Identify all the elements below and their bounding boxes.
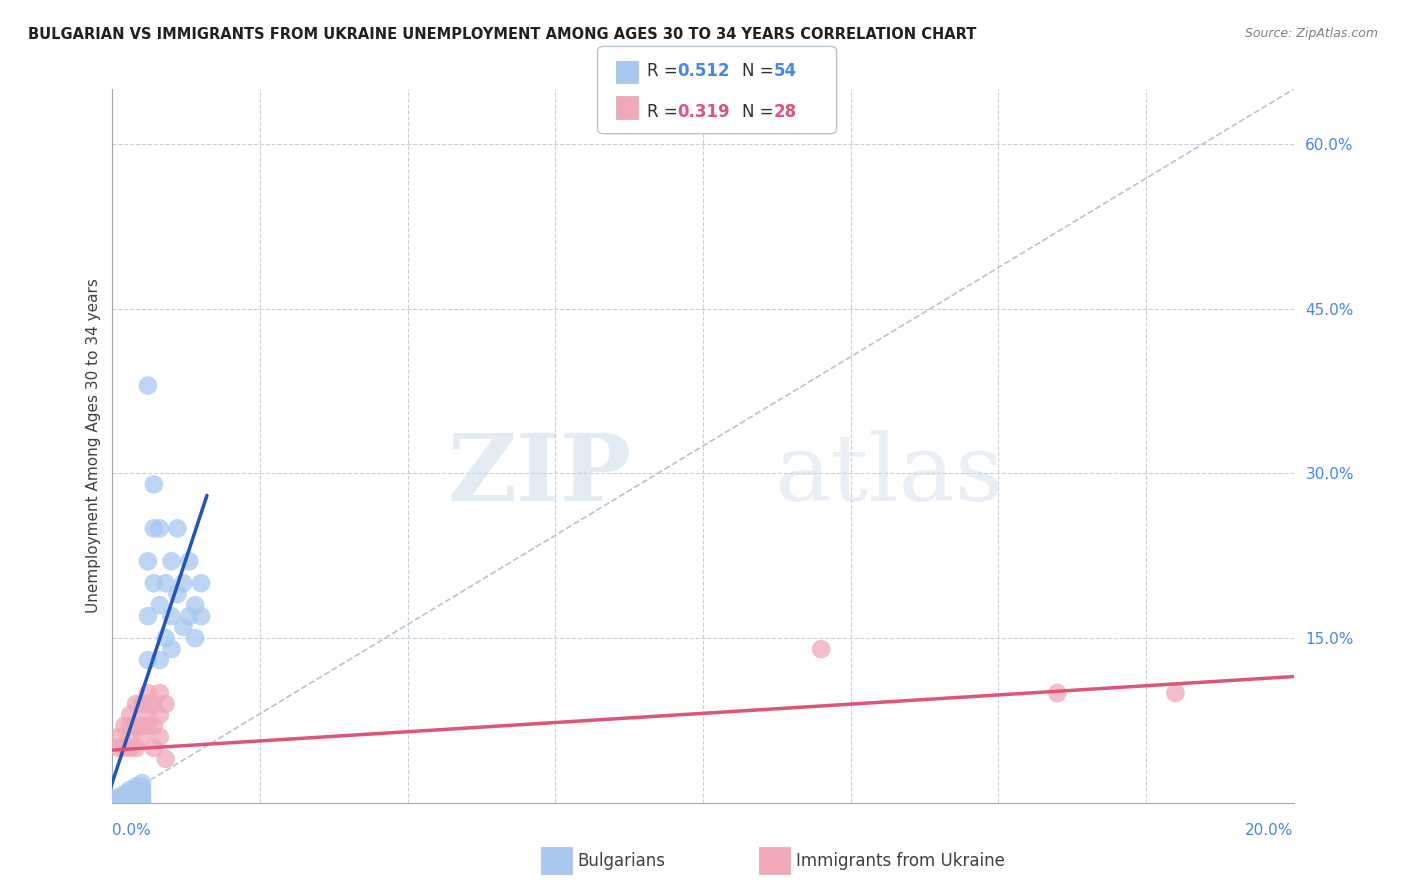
- Point: [142, 521, 165, 535]
- Point: [131, 785, 153, 799]
- Point: [131, 697, 153, 711]
- Point: [125, 780, 148, 794]
- Point: [179, 554, 201, 568]
- Text: ZIP: ZIP: [449, 430, 633, 519]
- Text: N =: N =: [742, 62, 779, 80]
- Point: [131, 730, 153, 744]
- Point: [149, 730, 172, 744]
- Text: R =: R =: [647, 103, 683, 120]
- Text: 28: 28: [773, 103, 796, 120]
- Point: [142, 697, 165, 711]
- Point: [136, 554, 159, 568]
- Point: [155, 631, 177, 645]
- Point: [142, 477, 165, 491]
- Point: [136, 609, 159, 624]
- Point: [155, 752, 177, 766]
- Point: [125, 782, 148, 797]
- Text: Immigrants from Ukraine: Immigrants from Ukraine: [796, 852, 1005, 870]
- Point: [149, 708, 172, 723]
- Point: [136, 653, 159, 667]
- Point: [142, 719, 165, 733]
- Point: [107, 795, 129, 809]
- Point: [125, 719, 148, 733]
- Point: [136, 697, 159, 711]
- Point: [131, 795, 153, 809]
- Point: [172, 620, 194, 634]
- Point: [107, 794, 129, 808]
- Point: [166, 521, 188, 535]
- Point: [149, 686, 172, 700]
- Point: [136, 719, 159, 733]
- Point: [155, 576, 177, 591]
- Point: [120, 708, 142, 723]
- Point: [179, 609, 201, 624]
- Point: [120, 740, 142, 755]
- Point: [136, 708, 159, 723]
- Point: [112, 740, 135, 755]
- Point: [131, 788, 153, 802]
- Point: [120, 788, 142, 802]
- Point: [125, 785, 148, 799]
- Text: 0.512: 0.512: [678, 62, 730, 80]
- Point: [136, 686, 159, 700]
- Point: [112, 719, 135, 733]
- Point: [112, 789, 135, 804]
- Text: 54: 54: [773, 62, 796, 80]
- Point: [120, 790, 142, 805]
- Point: [120, 795, 142, 809]
- Text: N =: N =: [742, 103, 779, 120]
- Y-axis label: Unemployment Among Ages 30 to 34 years: Unemployment Among Ages 30 to 34 years: [86, 278, 101, 614]
- Point: [112, 787, 135, 801]
- Text: 0.319: 0.319: [678, 103, 730, 120]
- Point: [131, 780, 153, 795]
- Point: [166, 587, 188, 601]
- Point: [160, 642, 183, 657]
- Text: 20.0%: 20.0%: [1246, 822, 1294, 838]
- Point: [810, 642, 832, 657]
- Point: [1164, 686, 1187, 700]
- Point: [120, 719, 142, 733]
- Point: [142, 576, 165, 591]
- Point: [120, 730, 142, 744]
- Point: [125, 740, 148, 755]
- Point: [120, 786, 142, 800]
- Point: [125, 790, 148, 805]
- Point: [125, 792, 148, 806]
- Point: [155, 697, 177, 711]
- Point: [160, 609, 183, 624]
- Point: [142, 740, 165, 755]
- Point: [120, 782, 142, 797]
- Point: [190, 576, 212, 591]
- Text: Bulgarians: Bulgarians: [578, 852, 666, 870]
- Point: [131, 792, 153, 806]
- Point: [107, 790, 129, 805]
- Point: [125, 697, 148, 711]
- Point: [120, 792, 142, 806]
- Point: [112, 796, 135, 810]
- Text: R =: R =: [647, 62, 683, 80]
- Point: [112, 791, 135, 805]
- Point: [149, 598, 172, 612]
- Text: atlas: atlas: [773, 430, 1002, 519]
- Point: [107, 740, 129, 755]
- Point: [112, 792, 135, 806]
- Point: [184, 631, 207, 645]
- Text: Source: ZipAtlas.com: Source: ZipAtlas.com: [1244, 27, 1378, 40]
- Point: [1046, 686, 1069, 700]
- Point: [184, 598, 207, 612]
- Point: [149, 521, 172, 535]
- Text: BULGARIAN VS IMMIGRANTS FROM UKRAINE UNEMPLOYMENT AMONG AGES 30 TO 34 YEARS CORR: BULGARIAN VS IMMIGRANTS FROM UKRAINE UNE…: [28, 27, 977, 42]
- Point: [131, 719, 153, 733]
- Point: [131, 776, 153, 790]
- Text: 0.0%: 0.0%: [112, 822, 152, 838]
- Point: [136, 378, 159, 392]
- Point: [125, 787, 148, 801]
- Point: [160, 554, 183, 568]
- Point: [107, 730, 129, 744]
- Point: [107, 792, 129, 806]
- Point: [172, 576, 194, 591]
- Point: [190, 609, 212, 624]
- Point: [112, 795, 135, 809]
- Point: [149, 653, 172, 667]
